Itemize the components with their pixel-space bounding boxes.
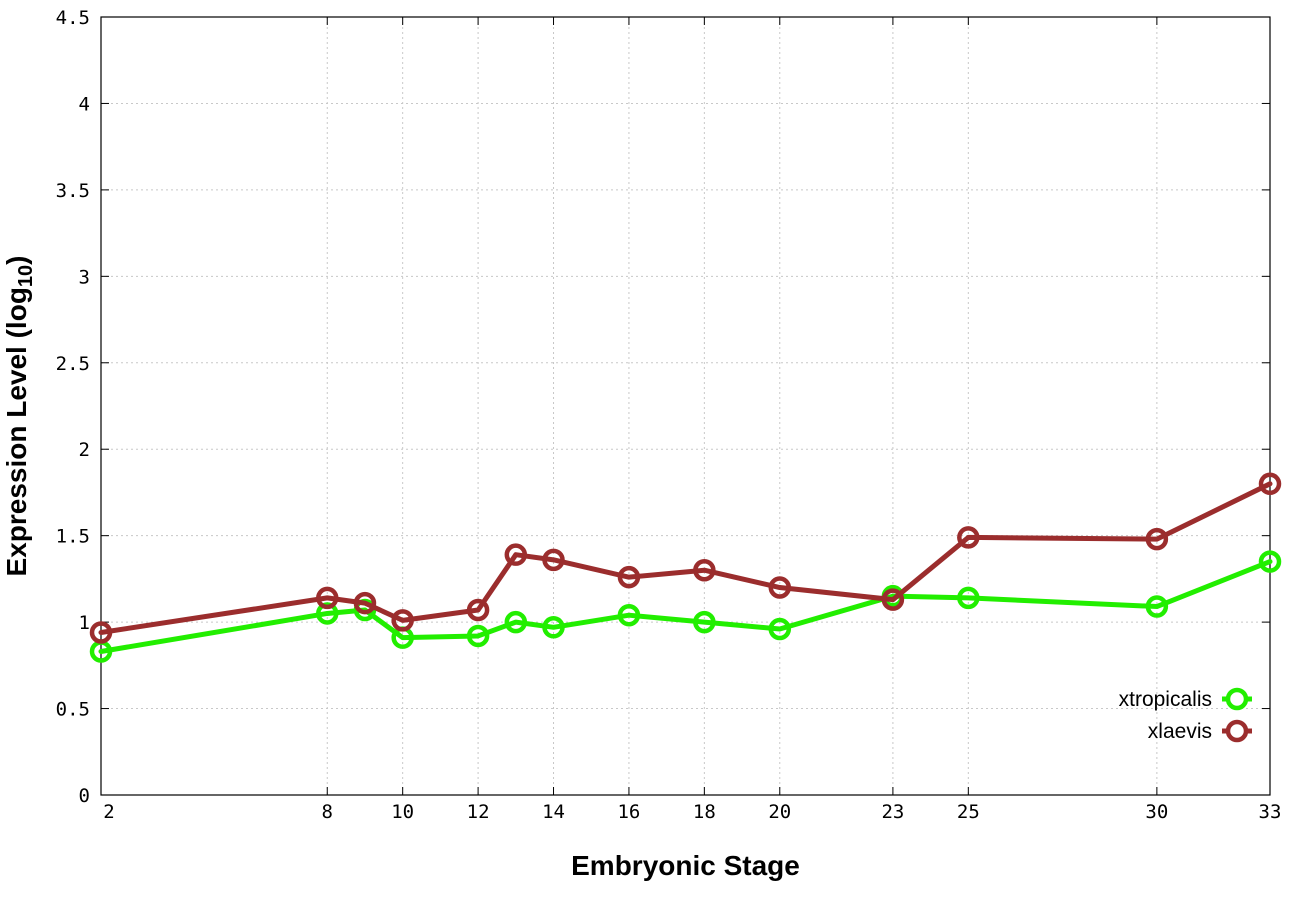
series-line-xlaevis [98, 481, 1273, 635]
legend-entry-xtropicalis: xtropicalis [1119, 687, 1252, 711]
series-xtropicalis [89, 550, 1282, 663]
y-tick-label: 2.5 [56, 353, 90, 375]
data-point-xlaevis [466, 598, 490, 622]
data-point-xtropicalis [466, 624, 490, 648]
data-point-xtropicalis [504, 610, 528, 634]
x-tick-label: 16 [617, 801, 640, 823]
legend: xtropicalis xlaevis [1119, 687, 1252, 743]
y-axis-title-close: ) [1, 256, 32, 265]
data-point-xtropicalis [693, 610, 716, 634]
x-tick-label: 12 [467, 801, 490, 823]
x-tick-label: 33 [1259, 801, 1282, 823]
x-tick-label: 25 [957, 801, 980, 823]
data-point-xtropicalis [957, 586, 980, 610]
x-tick-label: 8 [322, 801, 333, 823]
x-tick-label: 23 [881, 801, 904, 823]
data-point-xtropicalis [617, 603, 641, 627]
y-tick-label: 0 [79, 785, 90, 807]
x-tick-label: 30 [1145, 801, 1168, 823]
legend-entry-xlaevis: xlaevis [1148, 719, 1252, 743]
y-tick-label: 4 [79, 93, 90, 115]
series-xlaevis [89, 472, 1282, 644]
data-point-xtropicalis [1145, 595, 1169, 618]
data-point-xlaevis [617, 565, 641, 589]
data-point-xlaevis [1145, 527, 1169, 551]
data-point-xlaevis [1258, 472, 1282, 496]
y-tick-label: 0.5 [56, 699, 90, 721]
legend-swatch-marker [1225, 687, 1249, 711]
data-point-xtropicalis [1258, 550, 1282, 573]
data-point-xlaevis [542, 548, 565, 572]
legend-label: xlaevis [1148, 720, 1212, 743]
data-point-xlaevis [957, 526, 980, 549]
legend-label: xtropicalis [1119, 688, 1212, 711]
x-axis-title: Embryonic Stage [571, 850, 800, 881]
data-point-xlaevis [768, 576, 792, 599]
ticks-layer: 2 8 10 12 14 16 18 20 23 25 30 33 0 0.5 1 1.5 2 2.5 3 3.5 4 4… [56, 7, 1282, 823]
data-point-xlaevis [881, 588, 905, 611]
plot-frame [100, 16, 1271, 796]
y-tick-label: 3.5 [56, 180, 90, 202]
series-layer [89, 472, 1282, 663]
data-point-xlaevis [693, 558, 716, 582]
y-axis-title-main: Expression Level (log [1, 287, 32, 576]
y-tick-label: 1.5 [56, 526, 90, 548]
y-axis-title: Expression Level (log10) [1, 256, 37, 577]
data-point-xlaevis [89, 621, 113, 644]
data-point-xlaevis [316, 586, 339, 610]
data-point-xtropicalis [316, 602, 339, 625]
x-tick-label: 18 [693, 801, 716, 823]
y-tick-label: 3 [79, 266, 90, 288]
x-tick-label: 10 [391, 801, 414, 823]
y-tick-label: 4.5 [56, 7, 90, 29]
x-tick-label: 14 [542, 801, 565, 823]
data-point-xlaevis [391, 609, 414, 632]
legend-swatch-marker [1225, 719, 1249, 743]
y-tick-label: 1 [79, 612, 90, 634]
y-axis-title-subscript: 10 [15, 265, 37, 287]
data-point-xtropicalis [768, 617, 792, 641]
x-tick-label: 20 [768, 801, 791, 823]
y-tick-label: 2 [79, 439, 90, 461]
x-tick-label: 2 [103, 801, 114, 823]
data-point-xtropicalis [542, 616, 565, 639]
data-point-xlaevis [504, 543, 528, 566]
data-point-xlaevis [353, 591, 377, 615]
grid-layer [101, 17, 1270, 795]
